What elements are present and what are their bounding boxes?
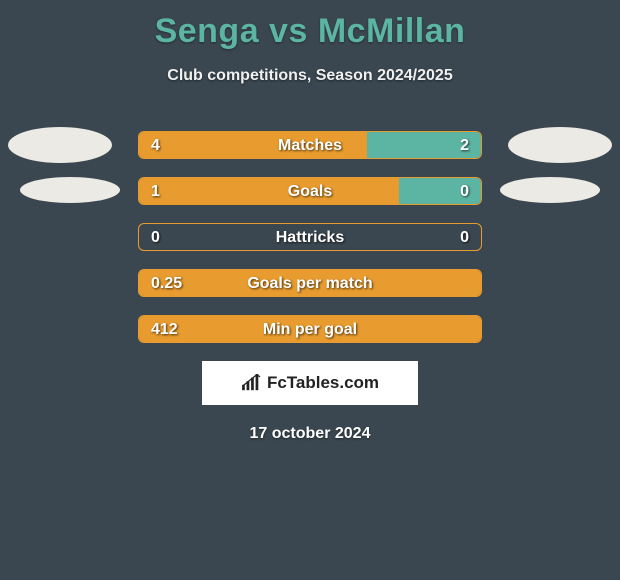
bar-left-value: 1 [151, 178, 160, 205]
bar-row: Min per goal412 [0, 315, 620, 343]
bar-left-value: 0.25 [151, 270, 182, 297]
comparison-bars: Matches42Goals10Hattricks00Goals per mat… [0, 131, 620, 343]
subtitle: Club competitions, Season 2024/2025 [0, 67, 620, 85]
bar-row: Hattricks0 0 [0, 223, 620, 251]
bar-right-value: 2 [460, 132, 469, 159]
bar-track: Min per goal412 [138, 315, 482, 343]
brand-chart-icon [241, 374, 263, 392]
bar-row: Goals per match0.25 [0, 269, 620, 297]
bar-label: Min per goal [139, 316, 481, 343]
bar-left-value: 4 [151, 132, 160, 159]
brand-badge: FcTables.com [202, 361, 418, 405]
bar-label: Goals per match [139, 270, 481, 297]
bar-label: Hattricks [139, 224, 481, 251]
bar-left-value: 0 [151, 224, 160, 251]
player-right-icon [508, 127, 612, 163]
bar-label: Matches [139, 132, 481, 159]
page-title: Senga vs McMillan [0, 0, 620, 51]
bar-track: Goals1 0 [138, 177, 482, 205]
bar-row: Goals1 0 [0, 177, 620, 205]
bar-right-value: 0 [460, 178, 469, 205]
bar-left-value: 412 [151, 316, 178, 343]
bar-label: Goals [139, 178, 481, 205]
bar-right-value: 0 [460, 224, 469, 251]
brand-label: FcTables.com [267, 373, 379, 393]
player-left-icon [20, 177, 120, 203]
bar-row: Matches4 2 [0, 131, 620, 159]
bar-track: Hattricks0 0 [138, 223, 482, 251]
date-label: 17 october 2024 [0, 425, 620, 443]
bar-track: Matches4 2 [138, 131, 482, 159]
player-right-icon [500, 177, 600, 203]
player-left-icon [8, 127, 112, 163]
bar-track: Goals per match0.25 [138, 269, 482, 297]
